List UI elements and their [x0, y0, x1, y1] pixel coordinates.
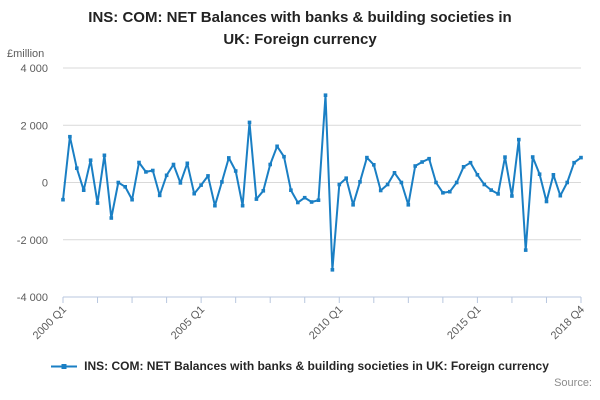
- y-tick-label: 0: [42, 178, 48, 190]
- x-tick-label: 2010 Q1: [307, 304, 345, 342]
- data-point-marker: [109, 216, 114, 220]
- data-point-marker: [323, 93, 328, 97]
- data-point-marker: [337, 182, 342, 187]
- data-point-marker: [358, 180, 362, 184]
- data-point-marker: [268, 162, 272, 167]
- data-point-marker: [240, 203, 245, 208]
- data-point-marker: [510, 194, 514, 198]
- data-point-marker: [420, 160, 424, 164]
- data-point-marker: [61, 197, 65, 202]
- data-point-marker: [123, 185, 127, 189]
- data-point-marker: [427, 156, 431, 161]
- data-point-marker: [75, 166, 79, 170]
- data-point-marker: [157, 193, 162, 198]
- data-point-marker: [171, 162, 176, 167]
- series-line: [62, 94, 582, 271]
- data-point-marker: [144, 170, 148, 174]
- data-point-marker: [475, 173, 480, 177]
- data-point-marker: [344, 176, 348, 180]
- chart-title: INS: COM: NET Balances with banks & buil…: [0, 7, 600, 51]
- data-point-marker: [448, 189, 452, 194]
- data-point-marker: [489, 188, 493, 192]
- data-point-marker: [88, 158, 93, 162]
- data-point-marker: [496, 192, 500, 196]
- data-point-marker: [227, 156, 231, 160]
- data-point-marker: [503, 155, 507, 159]
- data-point-marker: [151, 168, 155, 173]
- data-point-marker: [517, 137, 521, 142]
- data-point-marker: [392, 171, 397, 175]
- data-point-marker: [461, 165, 466, 169]
- data-point-marker: [544, 199, 549, 204]
- data-point-marker: [565, 180, 569, 185]
- data-point-marker: [406, 203, 411, 207]
- data-point-marker: [116, 180, 121, 185]
- legend-line-marker-icon: [51, 363, 78, 369]
- data-point-marker: [296, 200, 300, 205]
- data-point-marker: [399, 180, 404, 185]
- data-point-marker: [68, 134, 72, 139]
- legend: INS: COM: NET Balances with banks & buil…: [0, 359, 600, 373]
- legend-series-label: INS: COM: NET Balances with banks & buil…: [84, 359, 549, 373]
- data-point-marker: [192, 191, 196, 196]
- data-point-marker: [206, 174, 210, 178]
- x-tick-label: 2000 Q1: [31, 304, 69, 342]
- data-point-marker: [441, 191, 445, 195]
- data-point-marker: [220, 180, 224, 184]
- data-point-marker: [316, 198, 321, 202]
- data-point-marker: [254, 197, 259, 201]
- data-point-marker: [247, 120, 252, 125]
- data-point-marker: [537, 172, 542, 176]
- data-point-marker: [199, 183, 203, 187]
- x-tick-label: 2018 Q4: [549, 304, 587, 342]
- data-point-marker: [330, 268, 335, 272]
- data-point-marker: [468, 160, 473, 165]
- x-tick-label: 2015 Q1: [445, 304, 483, 342]
- data-point-marker: [454, 180, 459, 185]
- data-point-marker: [378, 188, 383, 193]
- data-point-marker: [434, 180, 438, 185]
- data-point-marker: [282, 154, 286, 159]
- data-point-marker: [289, 188, 293, 192]
- data-point-marker: [558, 193, 563, 198]
- data-point-marker: [579, 155, 583, 160]
- data-point-marker: [551, 173, 556, 177]
- data-point-marker: [233, 169, 238, 173]
- data-point-marker: [261, 189, 266, 193]
- data-point-marker: [178, 181, 183, 185]
- data-point-marker: [413, 164, 417, 168]
- data-point-marker: [213, 203, 217, 208]
- data-point-marker: [164, 173, 169, 178]
- data-point-marker: [372, 163, 376, 167]
- y-tick-label: 2 000: [20, 120, 48, 132]
- data-point-marker: [351, 203, 355, 207]
- data-point-marker: [302, 195, 307, 200]
- data-point-marker: [185, 161, 190, 166]
- data-point-marker: [102, 153, 107, 158]
- data-point-marker: [309, 200, 314, 204]
- y-axis-unit-label: £million: [7, 48, 44, 60]
- data-point-marker: [530, 155, 535, 159]
- data-point-marker: [275, 144, 279, 149]
- data-point-marker: [523, 248, 528, 252]
- data-point-marker: [365, 155, 369, 160]
- data-point-marker: [130, 197, 134, 202]
- data-point-marker: [572, 160, 576, 165]
- source-label: Source:: [554, 377, 592, 389]
- y-tick-label: -2 000: [17, 235, 48, 247]
- data-point-marker: [385, 182, 390, 187]
- x-tick-label: 2005 Q1: [169, 304, 207, 342]
- data-point-marker: [137, 160, 141, 165]
- data-point-marker: [95, 201, 100, 205]
- chart-title-line2: UK: Foreign currency: [223, 30, 377, 48]
- data-point-marker: [482, 182, 487, 187]
- y-tick-label: 4 000: [20, 63, 48, 75]
- chart-title-line1: INS: COM: NET Balances with banks & buil…: [88, 9, 512, 26]
- y-tick-label: -4 000: [17, 292, 48, 304]
- data-point-marker: [81, 188, 86, 192]
